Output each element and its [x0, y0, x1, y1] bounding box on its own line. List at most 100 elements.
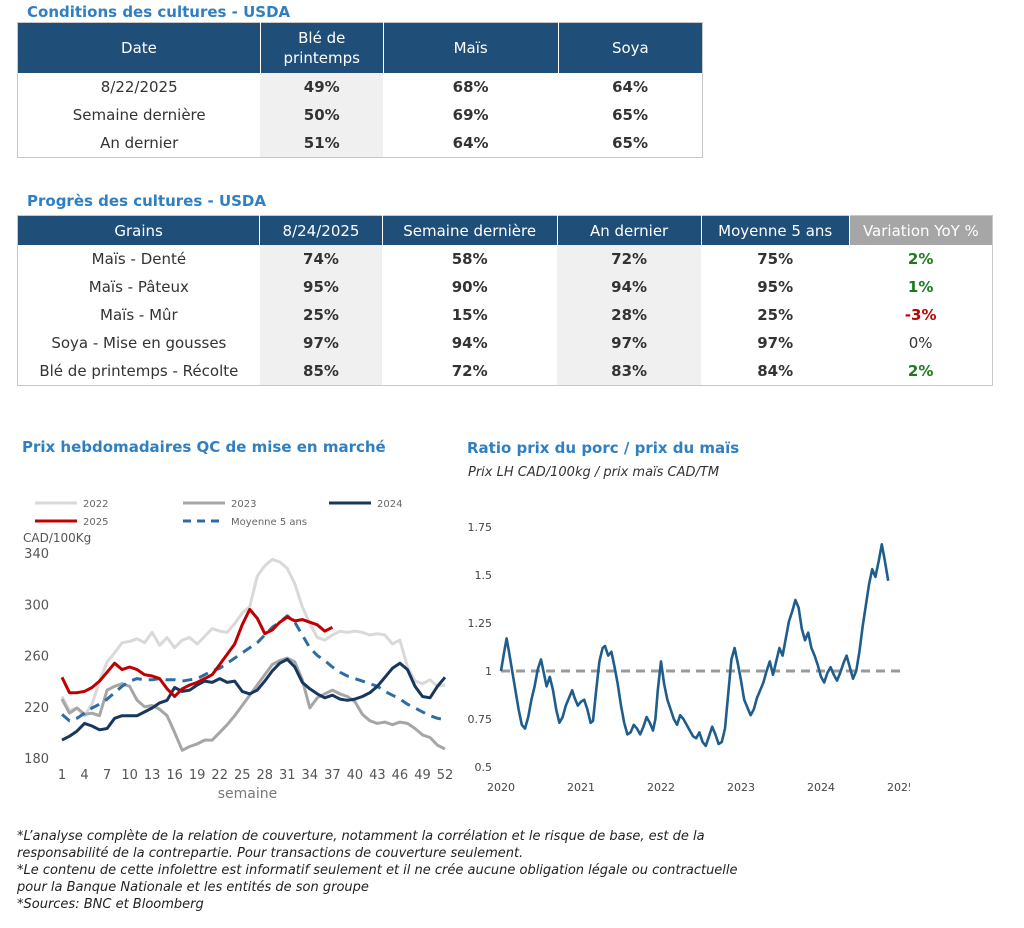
x-tick-label: 25	[234, 768, 251, 783]
progress-cell: 85%	[259, 357, 383, 386]
progress-row-label: Blé de printemps - Récolte	[39, 362, 239, 380]
legend-label: 2024	[377, 499, 402, 510]
legend-label: 2022	[83, 499, 108, 510]
x-tick-label: 31	[279, 768, 296, 783]
x-tick-label: 13	[144, 768, 161, 783]
legend-item: Moyenne 5 ans	[183, 517, 307, 528]
ratio-chart-subtitle: Prix LH CAD/100kg / prix maïs CAD/TM	[468, 465, 720, 480]
weekly-price-chart-title: Prix hebdomadaires QC de mise en marché	[22, 438, 386, 456]
progress-row-label: Maïs - Mûr	[100, 306, 178, 324]
x-tick-label: 1	[58, 768, 66, 783]
x-axis-label: semaine	[218, 786, 278, 802]
conditions-cell: 65%	[612, 134, 649, 152]
progress-row: Maïs - Pâteux 95% 90% 94% 95% 1%	[18, 273, 993, 301]
legend-item: 2022	[35, 499, 108, 510]
conditions-title: Conditions des cultures - USDA	[27, 3, 291, 21]
conditions-cell: 69%	[452, 106, 489, 124]
progress-cell: 84%	[757, 362, 794, 380]
x-tick-label: 4	[80, 768, 88, 783]
y-tick-label: 1.5	[475, 569, 493, 582]
progress-cell: 72%	[557, 245, 702, 273]
progress-cell: 97%	[757, 334, 794, 352]
progress-row: Soya - Mise en gousses 97% 94% 97% 97% 0%	[18, 329, 993, 357]
footnote-line: *Le contenu de cette infolettre est info…	[17, 863, 738, 878]
series-line-2025	[60, 607, 334, 698]
yoy-cell: -3%	[904, 306, 937, 324]
progress-cell: 95%	[757, 278, 794, 296]
legend-label: 2025	[83, 517, 108, 528]
progress-row: Blé de printemps - Récolte 85% 72% 83% 84% 2%	[18, 357, 993, 386]
y-tick-label: 180	[24, 752, 49, 767]
progress-row: Maïs - Mûr 25% 15% 28% 25% -3%	[18, 301, 993, 329]
progress-header-yoy: Variation YoY %	[849, 215, 993, 245]
y-tick-label: 1	[485, 665, 492, 678]
y-axis-label: CAD/100Kg	[23, 531, 91, 545]
progress-header-date: 8/24/2025	[259, 215, 383, 245]
conditions-row: An dernier 51% 64% 65%	[18, 129, 703, 158]
progress-cell: 72%	[451, 362, 488, 380]
x-tick-label: 46	[392, 768, 409, 783]
progress-cell: 75%	[757, 250, 794, 268]
y-tick-label: 1.75	[468, 521, 493, 534]
progress-cell: 90%	[451, 278, 488, 296]
conditions-header-soy: Soya	[558, 22, 703, 73]
x-tick-label: 34	[302, 768, 319, 783]
x-tick-label: 10	[121, 768, 138, 783]
progress-header-last-year: An dernier	[557, 215, 702, 245]
conditions-row-label: 8/22/2025	[100, 78, 178, 96]
x-tick-label: 7	[103, 768, 111, 783]
footnote-line: *Sources: BNC et Bloomberg	[17, 897, 204, 912]
progress-header-last-week: Semaine dernière	[382, 215, 558, 245]
yoy-cell: 2%	[907, 362, 934, 380]
progress-header-5yr-avg: Moyenne 5 ans	[701, 215, 850, 245]
progress-header-row: Grains 8/24/2025 Semaine dernière An der…	[17, 215, 993, 245]
y-tick-label: 220	[24, 701, 49, 716]
weekly-price-chart: 2022 2023 2024 2025 Moyenne 5 ans CAD/100Kg 18…	[23, 499, 454, 802]
conditions-cell: 64%	[612, 78, 649, 96]
x-tick-label: 49	[414, 768, 431, 783]
x-tick-label: 28	[256, 768, 273, 783]
progress-cell: 15%	[451, 306, 488, 324]
yoy-cell: 0%	[908, 334, 933, 352]
series-line-moyenne-5-ans	[61, 614, 446, 723]
series-line-2022	[60, 557, 446, 718]
progress-cell: 94%	[451, 334, 488, 352]
x-tick-label: 16	[166, 768, 183, 783]
yoy-cell: 1%	[907, 278, 934, 296]
progress-table: Grains 8/24/2025 Semaine dernière An der…	[17, 215, 993, 386]
ratio-chart-title: Ratio prix du porc / prix du maïs	[467, 439, 740, 457]
x-tick-label: 43	[369, 768, 386, 783]
progress-title: Progrès des cultures - USDA	[27, 192, 266, 210]
x-tick-label: 2022	[647, 781, 675, 794]
y-tick-label: 0.75	[468, 713, 493, 726]
conditions-row: Semaine dernière 50% 69% 65%	[18, 101, 703, 129]
footnote-line: *L’analyse complète de la relation de co…	[17, 829, 705, 844]
x-tick-label: 22	[211, 768, 228, 783]
conditions-row-label: An dernier	[100, 134, 179, 152]
progress-cell: 58%	[451, 250, 488, 268]
conditions-header-corn: Maïs	[383, 22, 559, 73]
progress-cell: 97%	[259, 329, 383, 357]
progress-cell: 94%	[557, 273, 702, 301]
x-tick-label: 2021	[567, 781, 595, 794]
series-line-2024	[61, 657, 447, 742]
progress-cell: 25%	[757, 306, 794, 324]
footnotes: *L’analyse complète de la relation de co…	[17, 828, 817, 913]
progress-row-label: Soya - Mise en gousses	[51, 334, 227, 352]
conditions-cell: 49%	[260, 73, 384, 101]
conditions-header-wheat: Blé de printemps	[260, 22, 384, 73]
ratio-chart: 0.5 0.75 1 1.25 1.5 1.75 2020 2021 2022 2023 2024 2…	[468, 521, 911, 794]
y-tick-label: 260	[24, 650, 49, 665]
progress-header-grains: Grains	[17, 215, 261, 245]
progress-cell: 25%	[259, 301, 383, 329]
progress-row: Maïs - Denté 74% 58% 72% 75% 2%	[18, 245, 993, 273]
y-tick-label: 0.5	[475, 761, 493, 774]
x-tick-label: 40	[347, 768, 364, 783]
x-tick-label: 52	[437, 768, 454, 783]
x-tick-label: 19	[189, 768, 206, 783]
conditions-table: Date Blé de printemps Maïs Soya 8/22/202…	[17, 22, 703, 158]
legend-label: Moyenne 5 ans	[231, 517, 307, 528]
conditions-cell: 65%	[612, 106, 649, 124]
conditions-cell: 51%	[260, 129, 384, 158]
y-tick-label: 340	[24, 547, 49, 562]
